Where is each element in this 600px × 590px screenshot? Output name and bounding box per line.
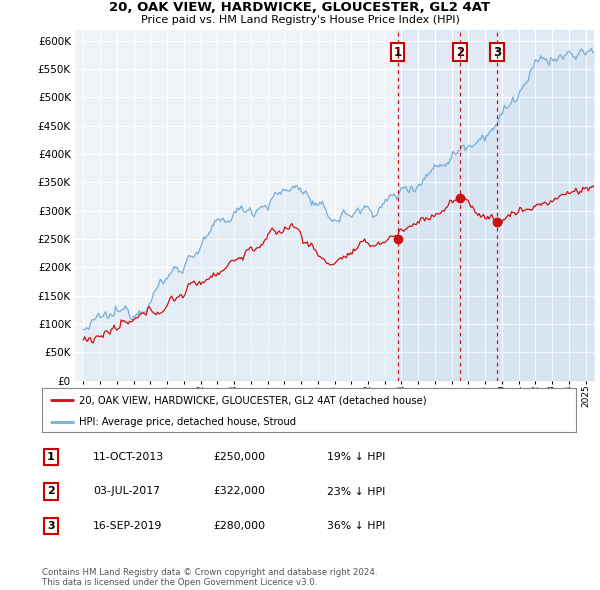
Text: 23% ↓ HPI: 23% ↓ HPI: [327, 487, 385, 496]
Text: 19% ↓ HPI: 19% ↓ HPI: [327, 453, 385, 462]
Text: £322,000: £322,000: [213, 487, 265, 496]
Bar: [398, 30, 594, 381]
Text: Contains HM Land Registry data © Crown copyright and database right 2024.
This d: Contains HM Land Registry data © Crown c…: [42, 568, 377, 587]
Text: HPI: Average price, detached house, Stroud: HPI: Average price, detached house, Stro…: [79, 417, 296, 427]
Text: 36% ↓ HPI: 36% ↓ HPI: [327, 522, 385, 531]
Text: Price paid vs. HM Land Registry's House Price Index (HPI): Price paid vs. HM Land Registry's House …: [140, 15, 460, 25]
Text: 20, OAK VIEW, HARDWICKE, GLOUCESTER, GL2 4AT: 20, OAK VIEW, HARDWICKE, GLOUCESTER, GL2…: [109, 1, 491, 14]
Text: £280,000: £280,000: [213, 522, 265, 531]
Text: 3: 3: [47, 522, 55, 531]
Text: £250,000: £250,000: [213, 453, 265, 462]
Text: 2: 2: [456, 46, 464, 59]
Text: 03-JUL-2017: 03-JUL-2017: [93, 487, 160, 496]
Text: 20, OAK VIEW, HARDWICKE, GLOUCESTER, GL2 4AT (detached house): 20, OAK VIEW, HARDWICKE, GLOUCESTER, GL2…: [79, 395, 427, 405]
Text: 2: 2: [47, 487, 55, 496]
Text: 1: 1: [394, 46, 402, 59]
Text: 16-SEP-2019: 16-SEP-2019: [93, 522, 163, 531]
Text: 3: 3: [493, 46, 501, 59]
Text: 11-OCT-2013: 11-OCT-2013: [93, 453, 164, 462]
Text: 1: 1: [47, 453, 55, 462]
